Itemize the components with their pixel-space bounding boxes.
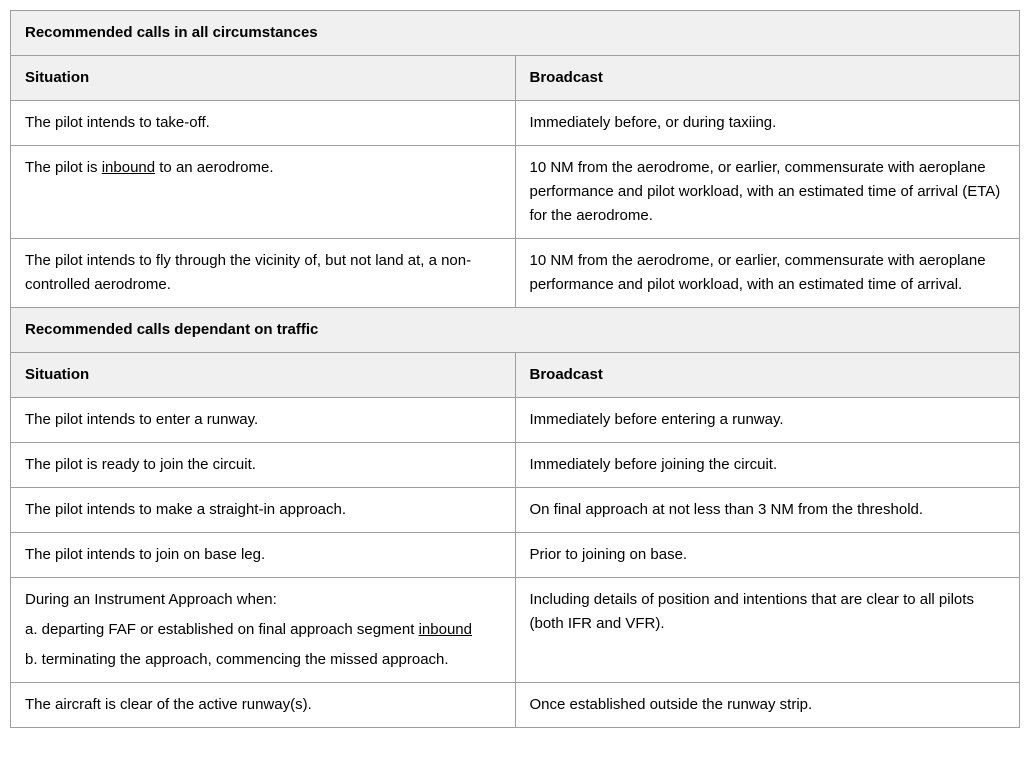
broadcast-cell: Immediately before entering a runway. (515, 398, 1020, 443)
column-header-row: SituationBroadcast (11, 353, 1020, 398)
table-row: The pilot is ready to join the circuit. I… (11, 443, 1020, 488)
broadcast-cell: Immediately before, or during taxiing. (515, 101, 1020, 146)
broadcast-cell: Immediately before joining the circuit. (515, 443, 1020, 488)
section-header-row: Recommended calls dependant on traffic (11, 308, 1020, 353)
text-fragment: inbound (419, 621, 472, 638)
table-row: The pilot intends to enter a runway. Imme… (11, 398, 1020, 443)
table-row: The pilot intends to fly through the vic… (11, 239, 1020, 308)
situation-cell: The pilot is ready to join the circuit. (11, 443, 516, 488)
broadcast-cell: Prior to joining on base. (515, 533, 1020, 578)
table-row: The pilot intends to make a straight-in … (11, 488, 1020, 533)
text-fragment: b. terminating the approach, commencing … (25, 651, 449, 668)
column-header-row: SituationBroadcast (11, 56, 1020, 101)
broadcast-cell: 10 NM from the aerodrome, or earlier, co… (515, 239, 1020, 308)
text-fragment: The pilot is ready to join the circuit. (25, 456, 256, 473)
broadcast-cell: 10 NM from the aerodrome, or earlier, co… (515, 146, 1020, 239)
situation-cell: The aircraft is clear of the active runw… (11, 683, 516, 728)
text-fragment: to an aerodrome. (155, 159, 273, 176)
table-body: Recommended calls in all circumstancesSi… (11, 11, 1020, 728)
text-fragment: The pilot is (25, 159, 102, 176)
table-row: The aircraft is clear of the active runw… (11, 683, 1020, 728)
recommended-calls-table: Recommended calls in all circumstancesSi… (10, 10, 1020, 728)
broadcast-cell: Once established outside the runway stri… (515, 683, 1020, 728)
column-header-situation: Situation (11, 56, 516, 101)
table-row: The pilot intends to join on base leg. Pr… (11, 533, 1020, 578)
table-row: The pilot is inbound to an aerodrome.10 … (11, 146, 1020, 239)
section-header-cell: Recommended calls in all circumstances (11, 11, 1020, 56)
broadcast-cell: On final approach at not less than 3 NM … (515, 488, 1020, 533)
situation-line: b. terminating the approach, commencing … (25, 648, 501, 672)
text-fragment: The pilot intends to enter a runway. (25, 411, 258, 428)
text-fragment: The pilot intends to fly through the vic… (25, 252, 471, 293)
situation-cell: During an Instrument Approach when: a. de… (11, 578, 516, 683)
situation-cell: The pilot intends to make a straight-in … (11, 488, 516, 533)
table-row: The pilot intends to take-off. Immediatel… (11, 101, 1020, 146)
text-fragment: The aircraft is clear of the active runw… (25, 696, 312, 713)
situation-cell: The pilot intends to take-off. (11, 101, 516, 146)
situation-line: a. departing FAF or established on final… (25, 618, 501, 642)
broadcast-cell: Including details of position and intent… (515, 578, 1020, 683)
situation-cell: The pilot intends to enter a runway. (11, 398, 516, 443)
text-fragment: a. departing FAF or established on final… (25, 621, 419, 638)
text-fragment: The pilot intends to take-off. (25, 114, 210, 131)
section-header-cell: Recommended calls dependant on traffic (11, 308, 1020, 353)
situation-cell: The pilot intends to fly through the vic… (11, 239, 516, 308)
section-header-row: Recommended calls in all circumstances (11, 11, 1020, 56)
text-fragment: inbound (102, 159, 155, 176)
column-header-broadcast: Broadcast (515, 353, 1020, 398)
situation-cell: The pilot is inbound to an aerodrome. (11, 146, 516, 239)
column-header-situation: Situation (11, 353, 516, 398)
text-fragment: The pilot intends to make a straight-in … (25, 501, 346, 518)
situation-line: During an Instrument Approach when: (25, 588, 501, 612)
table-row: During an Instrument Approach when: a. de… (11, 578, 1020, 683)
situation-cell: The pilot intends to join on base leg. (11, 533, 516, 578)
text-fragment: The pilot intends to join on base leg. (25, 546, 265, 563)
column-header-broadcast: Broadcast (515, 56, 1020, 101)
text-fragment: During an Instrument Approach when: (25, 591, 277, 608)
